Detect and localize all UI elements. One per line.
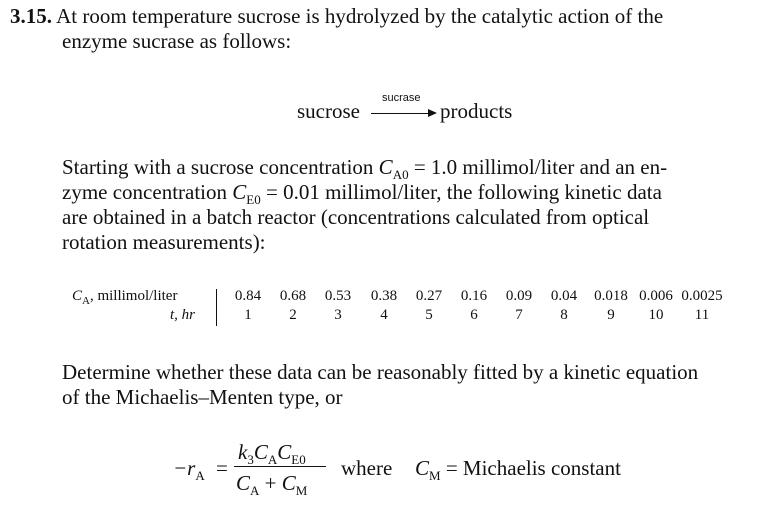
p2-l2-text-b: = 0.01 millimol/liter, the following kin… [265, 180, 662, 204]
t-value-cell: 7 [515, 307, 523, 323]
den-cm-var: C [281, 471, 296, 495]
ca-value-cell: 0.04 [550, 288, 578, 304]
t-value-cell: 9 [607, 307, 615, 323]
ca-label-rest: , millimol/liter [89, 288, 178, 304]
t-value-cell: 4 [380, 307, 388, 323]
den-ca-sub: A [250, 483, 260, 498]
ca-value-cell: 0.53 [324, 288, 352, 304]
den-plus: + [264, 471, 277, 495]
num-ca-var: C [253, 440, 268, 464]
ce0-sub: E0 [246, 192, 261, 207]
t-value-cell: 1 [244, 307, 252, 323]
ca-label-sub: A [82, 295, 90, 307]
cm-var: C [415, 456, 430, 480]
equation-numerator: k3CACE0 [238, 440, 306, 467]
num-ca-sub: A [267, 452, 278, 467]
ca-value-cell: 0.16 [460, 288, 488, 304]
den-ca-var: C [236, 471, 251, 495]
table-label-t: t, hr [170, 307, 196, 323]
cm-sub: M [429, 468, 441, 483]
p2-l2-text-a: zyme concentration [62, 180, 228, 204]
ca-value-cell: 0.27 [415, 288, 443, 304]
t-value-cell: 5 [425, 307, 433, 323]
t-value-cell: 2 [289, 307, 297, 323]
ca-value-cell: 0.84 [234, 288, 262, 304]
num-ce0-var: C [277, 440, 292, 464]
product-label: products [440, 99, 513, 123]
t-value-cell: 6 [470, 307, 478, 323]
k3-var: k [238, 440, 248, 464]
equation-denominator: CA + CM [236, 471, 308, 498]
paragraph2-line4: rotation measurements): [62, 230, 266, 254]
arrow-head-icon [428, 109, 437, 117]
intro-text-line1: At room temperature sucrose is hydrolyze… [56, 4, 664, 28]
t-value-cell: 10 [648, 307, 664, 323]
intro-text-line2: enzyme sucrase as follows: [62, 29, 292, 53]
paragraph2-line1: Starting with a sucrose concentration CA… [62, 155, 667, 182]
rate-lhs: −rA [173, 456, 205, 483]
where-word: where [341, 456, 393, 480]
p2-l1-text-a: Starting with a sucrose concentration [62, 155, 374, 179]
rate-sub: A [195, 468, 205, 483]
table-label-ca: CA, millimol/liter [72, 288, 178, 307]
p2-l1-text-b: = 1.0 millimol/liter and an en- [413, 155, 668, 179]
num-ce0-sub: E0 [291, 452, 306, 467]
ce0-var: C [232, 180, 247, 204]
catalyst-label: sucrase [382, 92, 421, 104]
paragraph3-line2: of the Michaelis–Menten type, or [62, 385, 343, 409]
paragraph2-line2: zyme concentration CE0 = 0.01 millimol/l… [62, 180, 662, 207]
t-value-cell: 8 [560, 307, 568, 323]
k3-sub: 3 [247, 452, 254, 467]
t-value-cell: 11 [694, 307, 710, 323]
t-value-cell: 3 [334, 307, 342, 323]
ca-value-cell: 0.0025 [681, 288, 723, 304]
ca-label-var: C [72, 288, 83, 304]
ca-value-cell: 0.006 [639, 288, 673, 304]
cm-definition-text: = Michaelis constant [445, 456, 621, 480]
paragraph3-line1: Determine whether these data can be reas… [62, 360, 699, 384]
ca0-sub: A0 [392, 167, 409, 182]
ca0-var: C [378, 155, 393, 179]
reactant-label: sucrose [297, 99, 360, 123]
reaction-arrow [371, 113, 430, 114]
problem-statement-line1: 3.15. At room temperature sucrose is hyd… [10, 4, 663, 29]
ca-value-cell: 0.38 [370, 288, 398, 304]
den-cm-sub: M [295, 483, 308, 498]
ca-value-cell: 0.68 [279, 288, 307, 304]
fraction-bar [234, 466, 326, 467]
ca-value-cell: 0.09 [505, 288, 533, 304]
michaelis-definition: CM = Michaelis constant [415, 456, 621, 483]
problem-number: 3.15. [10, 4, 52, 28]
rate-symbol: −r [173, 456, 196, 480]
ca-value-cell: 0.018 [594, 288, 628, 304]
paragraph2-line3: are obtained in a batch reactor (concent… [62, 205, 650, 229]
equals-sign: = [216, 456, 228, 480]
table-divider [216, 289, 217, 326]
